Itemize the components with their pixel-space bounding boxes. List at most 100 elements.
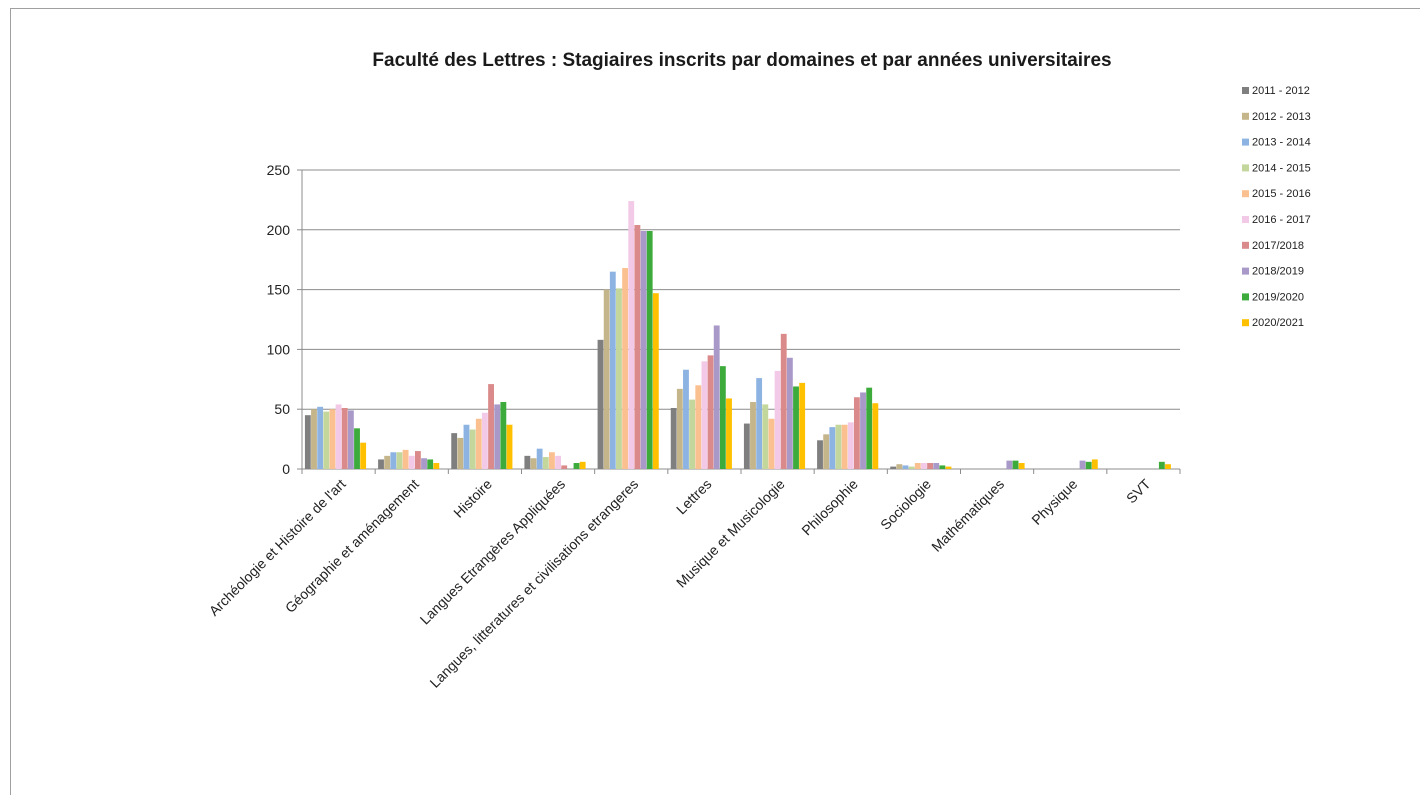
bar-2-series-10 (433, 463, 440, 469)
bar-5-series-4 (616, 288, 622, 469)
bar-3-series-4 (469, 429, 476, 469)
legend-label: 2012 - 2013 (1252, 111, 1311, 123)
y-tick-label: 100 (267, 341, 291, 357)
bar-3-series-8 (494, 404, 501, 469)
bar-8-series-4 (835, 424, 842, 469)
x-category-label: Histoire (450, 476, 495, 521)
bar-9-series-1 (890, 466, 897, 469)
bar-2-series-4 (396, 452, 403, 469)
bar-1-series-4 (323, 411, 330, 469)
legend-swatch (1242, 293, 1249, 301)
bar-2-series-2 (384, 455, 391, 469)
x-category-label: Physique (1028, 476, 1080, 528)
legend-swatch (1242, 216, 1249, 223)
y-tick-label: 250 (267, 162, 291, 178)
bar-1-series-7 (341, 408, 348, 469)
bar-1-series-2 (311, 409, 317, 469)
y-tick-label: 0 (282, 461, 290, 477)
bar-8-series-8 (860, 392, 866, 469)
bar-4-series-3 (536, 448, 543, 469)
bar-11-series-9 (1085, 461, 1092, 469)
bar-6-series-4 (689, 399, 696, 469)
bar-8-series-6 (847, 422, 854, 469)
bar-3-series-6 (481, 412, 488, 469)
bar-5-series-7 (634, 225, 641, 469)
bar-3-series-2 (457, 437, 464, 469)
x-category-label: Mathématiques (928, 476, 1007, 555)
bar-9-series-10 (945, 466, 952, 469)
bar-7-series-1 (743, 423, 750, 469)
bar-8-series-1 (817, 440, 823, 469)
bar-9-series-6 (920, 463, 927, 469)
legend-label: 2020/2021 (1252, 317, 1304, 329)
bar-6-series-1 (670, 408, 677, 469)
legend-swatch (1242, 112, 1249, 120)
legend-label: 2016 - 2017 (1252, 214, 1311, 226)
x-category-label: Sociologie (877, 476, 934, 533)
bar-1-series-1 (304, 415, 311, 469)
bar-10-series-10 (1018, 463, 1025, 469)
bar-9-series-4 (908, 466, 915, 469)
bar-2-series-7 (414, 451, 421, 469)
bar-10-series-9 (1012, 460, 1019, 469)
y-tick-label: 150 (267, 282, 291, 298)
bar-2-series-5 (402, 449, 409, 469)
legend-label: 2015 - 2016 (1252, 188, 1311, 200)
bar-5-series-10 (652, 293, 659, 469)
bar-11-series-10 (1091, 459, 1098, 469)
bar-9-series-2 (896, 464, 903, 469)
bar-3-series-10 (506, 424, 513, 469)
bar-5-series-1 (597, 339, 604, 469)
y-tick-label: 50 (274, 401, 290, 417)
bar-1-series-8 (347, 410, 354, 469)
bar-1-series-9 (354, 428, 360, 469)
bar-8-series-7 (853, 397, 860, 469)
bar-1-series-10 (360, 442, 367, 469)
bar-4-series-10 (579, 461, 586, 469)
bar-9-series-7 (927, 463, 933, 469)
legend-label: 2018/2019 (1252, 266, 1304, 278)
x-category-label: Philosophie (798, 476, 861, 539)
chart-title: Faculté des Lettres : Stagiaires inscrit… (372, 50, 1111, 71)
bar-2-series-9 (427, 459, 434, 469)
bar-5-series-9 (646, 230, 653, 469)
bar-9-series-9 (939, 465, 946, 469)
y-tick-label: 200 (267, 222, 291, 238)
bar-6-series-6 (701, 361, 708, 469)
x-category-label: SVT (1123, 475, 1154, 506)
bar-2-series-1 (378, 459, 384, 469)
bar-6-series-10 (726, 398, 732, 469)
bar-2-series-3 (390, 452, 397, 469)
bar-7-series-6 (774, 370, 781, 469)
bar-12-series-9 (1158, 461, 1165, 469)
bar-2-series-6 (408, 455, 415, 469)
legend-swatch (1242, 319, 1249, 327)
legend-swatch (1242, 164, 1249, 172)
x-category-label: Géographie et aménagement (282, 476, 422, 616)
bar-8-series-10 (872, 403, 879, 469)
bar-5-series-2 (603, 289, 610, 469)
legend-label: 2014 - 2015 (1252, 162, 1311, 174)
bar-8-series-2 (823, 434, 830, 469)
bar-5-series-8 (640, 230, 647, 469)
bar-8-series-3 (829, 427, 836, 469)
bar-2-series-8 (421, 458, 427, 469)
bar-5-series-6 (628, 201, 635, 469)
bar-3-series-3 (463, 424, 470, 469)
bar-6-series-8 (713, 325, 720, 469)
bar-7-series-3 (756, 378, 763, 469)
legend-label: 2017/2018 (1252, 240, 1304, 252)
bar-6-series-7 (707, 355, 714, 469)
bar-7-series-2 (750, 402, 756, 469)
bar-4-series-9 (573, 463, 580, 469)
legend-swatch (1242, 241, 1249, 249)
bar-3-series-1 (451, 433, 458, 469)
legend-swatch (1242, 138, 1249, 146)
legend-swatch (1242, 87, 1249, 94)
chart-frame (10, 8, 1420, 795)
bar-12-series-10 (1165, 464, 1171, 469)
bar-6-series-2 (676, 388, 683, 469)
bar-4-series-5 (549, 452, 555, 469)
bar-8-series-5 (841, 424, 848, 469)
